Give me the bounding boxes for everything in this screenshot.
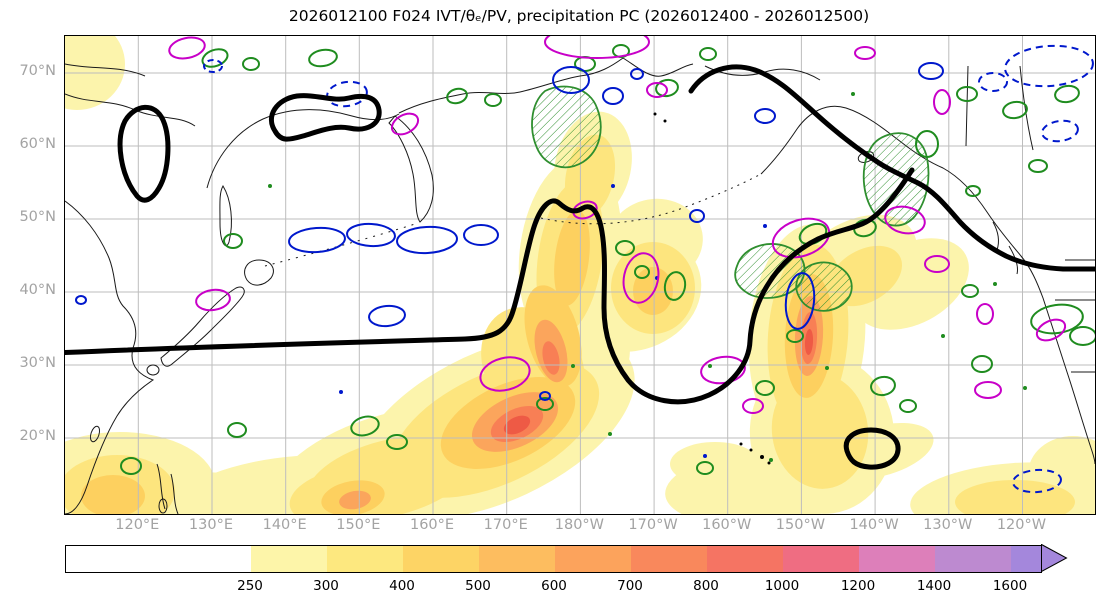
hawaii-islands [653,112,771,465]
y-tick-label: 30°N [19,355,56,371]
colorbar-tick-label: 600 [541,578,567,594]
x-tick-label: 170°W [628,517,678,533]
colorbar-segment [783,546,859,572]
x-tick-label: 150°E [336,517,381,533]
x-tick-label: 140°E [262,517,307,533]
x-tick-label: 150°W [775,517,826,533]
colorbar-tick-label: 800 [693,578,719,594]
colorbar-segment [859,546,935,572]
blue-contours [75,44,1094,494]
green-dots [268,92,1027,462]
chart-title: 2026012100 F024 IVT/θₑ/PV, precipitation… [288,7,870,25]
coastlines [65,57,1095,514]
x-tick-label: 120°W [996,517,1047,533]
colorbar-segment [555,546,631,572]
y-tick-label: 60°N [19,136,56,152]
x-tick-label: 130°E [188,517,234,533]
y-tick-label: 50°N [19,209,56,225]
colorbar-tick-label: 300 [313,578,339,594]
map-canvas [65,36,1095,514]
colorbar-tick-label: 500 [465,578,491,594]
colorbar-tick-label: 700 [617,578,643,594]
y-tick-label: 70°N [19,63,56,79]
colorbar-segment [935,546,1011,572]
colorbar-tick-label: 400 [389,578,415,594]
x-tick-label: 140°W [849,517,899,533]
colorbar-tick-label: 1000 [764,578,800,594]
colorbar-tick-label: 1200 [840,578,876,594]
colorbar-segment [707,546,783,572]
colorbar-tick-label: 1400 [916,578,952,594]
x-tick-label: 170°E [483,517,528,533]
green-contours [120,44,1095,475]
colorbar-segment [1011,546,1041,572]
x-tick-label: 130°W [923,517,973,533]
y-tick-label: 40°N [19,282,56,298]
y-tick-label: 20°N [19,428,56,444]
colorbar-segment [251,546,327,572]
x-tick-label: 160°E [409,517,455,533]
colorbar-segment [66,546,251,572]
colorbar [65,545,1042,573]
x-tick-label: 180°W [554,517,605,533]
colorbar-arrow [1041,544,1068,572]
colorbar-tick-label: 1600 [992,578,1028,594]
magenta-contours [168,36,1067,414]
colorbar-segment [327,546,403,572]
black-thick-contours [65,64,1095,470]
hatched-regions [531,85,930,312]
x-tick-label: 120°E [115,517,160,533]
colorbar-segment [403,546,479,572]
colorbar-segment [479,546,555,572]
colorbar-segment [631,546,707,572]
colorbar-tick-label: 250 [237,578,263,594]
x-tick-label: 160°W [702,517,752,533]
map-frame [64,35,1096,515]
